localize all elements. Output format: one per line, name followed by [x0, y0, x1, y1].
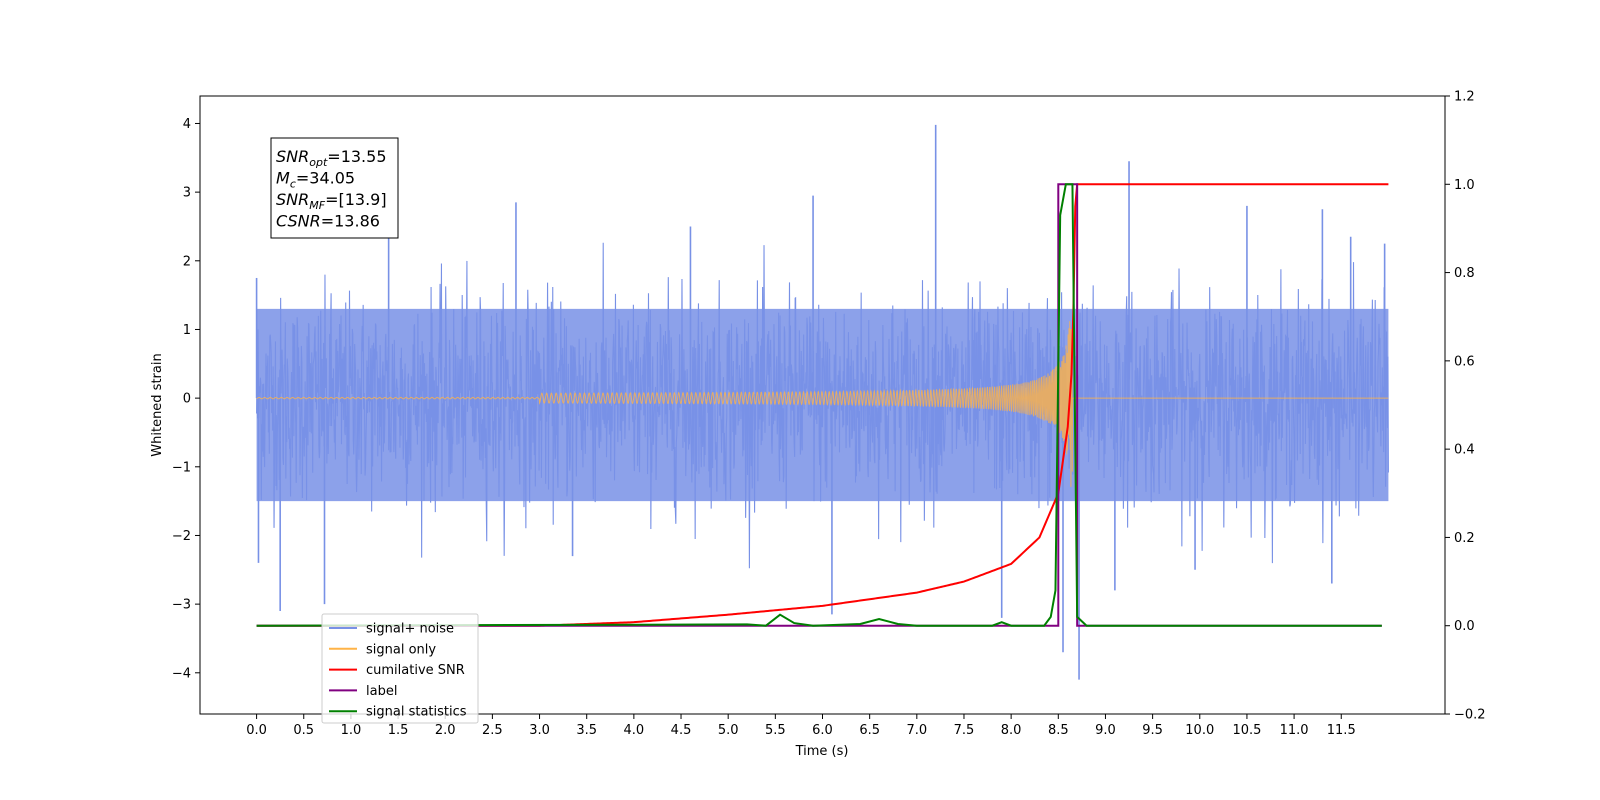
y2-tick-label: 0.2: [1454, 531, 1475, 546]
x-axis: 0.0 0.5 1.0 1.5 2.0 2.5 3.0 3.5 4.0 4.5 5.0 5.5 6.0 6…: [246, 714, 1356, 738]
x-tick-label: 2.0: [435, 723, 456, 738]
y-tick-label: 2: [183, 254, 191, 269]
annotation-line: SNRopt=13.55: [276, 147, 387, 169]
legend-label: signal only: [366, 642, 436, 657]
y-tick-label: −1: [172, 460, 191, 475]
x-tick-label: 10.0: [1185, 723, 1214, 738]
x-tick-label: 9.5: [1142, 723, 1163, 738]
y-tick-label: 1: [183, 323, 191, 338]
x-tick-label: 4.0: [624, 723, 645, 738]
x-tick-label: 7.5: [954, 723, 975, 738]
x-tick-label: 8.5: [1048, 723, 1069, 738]
y-axis-left: −4 −3 −2 −1 0 1 2 3 4: [172, 117, 200, 681]
x-tick-label: 0.5: [293, 723, 314, 738]
x-tick-label: 11.5: [1327, 723, 1356, 738]
x-tick-label: 0.0: [246, 723, 267, 738]
x-tick-label: 4.5: [671, 723, 692, 738]
signal-only-line: [256, 321, 1389, 487]
y-tick-label: 4: [183, 117, 191, 132]
x-tick-label: 8.0: [1001, 723, 1022, 738]
annotation-line: Mc=34.05: [276, 169, 355, 191]
snr-annotation-box: SNRopt=13.55Mc=34.05SNRMF=[13.9]CSNR=13.…: [270, 137, 399, 239]
x-tick-label: 6.0: [812, 723, 833, 738]
y2-tick-label: 1.0: [1454, 178, 1475, 193]
y-axis-right: −0.2 0.0 0.2 0.4 0.6 0.8 1.0 1.2: [1445, 90, 1486, 723]
x-tick-label: 5.0: [718, 723, 739, 738]
y-tick-label: −2: [172, 529, 191, 544]
x-tick-label: 3.0: [529, 723, 550, 738]
annotation-line: SNRMF=[13.9]: [276, 190, 387, 212]
x-tick-label: 1.5: [388, 723, 409, 738]
legend-label: cumilative SNR: [366, 663, 465, 678]
y-axis-label: Whitened strain: [150, 353, 165, 456]
y2-tick-label: 0.8: [1454, 266, 1475, 281]
series-layer: [255, 124, 1389, 680]
y-tick-label: −3: [172, 598, 191, 613]
legend-label: signal+ noise: [366, 622, 454, 637]
x-tick-label: 7.0: [906, 723, 927, 738]
signal-statistics-line: [256, 183, 1382, 627]
y2-tick-label: −0.2: [1454, 708, 1486, 723]
y-tick-label: 0: [183, 392, 191, 407]
x-tick-label: 2.5: [482, 723, 503, 738]
y2-tick-label: 0.0: [1454, 619, 1475, 634]
x-axis-label: Time (s): [795, 744, 849, 759]
x-tick-label: 11.0: [1280, 723, 1309, 738]
y-tick-label: 3: [183, 186, 191, 201]
y2-tick-label: 1.2: [1454, 90, 1475, 105]
annotation-frame: [270, 137, 399, 239]
y2-tick-label: 0.6: [1454, 354, 1475, 369]
x-tick-label: 1.0: [341, 723, 362, 738]
x-tick-label: 5.5: [765, 723, 786, 738]
legend: signal+ noise signal only cumilative SNR la…: [321, 613, 479, 724]
legend-label: signal statistics: [366, 705, 467, 720]
signal-noise-band: [256, 308, 1389, 502]
legend-label: label: [366, 684, 397, 699]
y-tick-label: −4: [172, 666, 191, 681]
y2-tick-label: 0.4: [1454, 443, 1475, 458]
x-tick-label: 6.5: [859, 723, 880, 738]
legend-frame: [321, 613, 479, 724]
x-tick-label: 3.5: [576, 723, 597, 738]
x-tick-label: 10.5: [1232, 723, 1261, 738]
x-tick-label: 9.0: [1095, 723, 1116, 738]
annotation-line: CSNR=13.86: [276, 212, 380, 231]
